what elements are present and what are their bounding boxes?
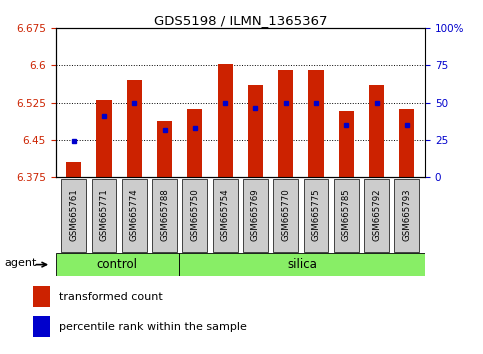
FancyBboxPatch shape [334,178,359,252]
Text: control: control [97,258,138,271]
Bar [309,70,324,177]
FancyBboxPatch shape [243,178,268,252]
Text: GSM665750: GSM665750 [190,189,199,241]
Bar [248,85,263,177]
Text: GSM665775: GSM665775 [312,189,321,241]
FancyBboxPatch shape [56,253,179,276]
Text: GSM665761: GSM665761 [69,189,78,241]
Text: silica: silica [287,258,317,271]
FancyBboxPatch shape [122,178,147,252]
Text: GSM665754: GSM665754 [221,189,229,241]
Bar [127,80,142,177]
Bar [339,111,354,177]
Text: GSM665788: GSM665788 [160,189,169,241]
Text: GSM665792: GSM665792 [372,189,381,241]
Title: GDS5198 / ILMN_1365367: GDS5198 / ILMN_1365367 [154,14,327,27]
Bar [369,85,384,177]
Bar [97,100,112,177]
Text: GSM665771: GSM665771 [99,189,109,241]
Bar [33,286,50,307]
Text: transformed count: transformed count [59,291,163,302]
Bar [217,64,233,177]
FancyBboxPatch shape [183,178,207,252]
FancyBboxPatch shape [213,178,238,252]
Bar [187,109,202,177]
Text: GSM665774: GSM665774 [130,189,139,241]
Bar [399,109,414,177]
Text: agent: agent [4,258,37,268]
Text: percentile rank within the sample: percentile rank within the sample [59,321,247,332]
FancyBboxPatch shape [364,178,389,252]
Text: GSM665770: GSM665770 [281,189,290,241]
Bar [157,121,172,177]
Bar [278,70,293,177]
FancyBboxPatch shape [395,178,419,252]
Bar [33,316,50,337]
FancyBboxPatch shape [179,253,425,276]
Text: GSM665785: GSM665785 [342,189,351,241]
FancyBboxPatch shape [92,178,116,252]
Bar [66,162,81,177]
Text: GSM665793: GSM665793 [402,189,412,241]
FancyBboxPatch shape [273,178,298,252]
FancyBboxPatch shape [304,178,328,252]
FancyBboxPatch shape [61,178,86,252]
FancyBboxPatch shape [152,178,177,252]
Text: GSM665769: GSM665769 [251,189,260,241]
